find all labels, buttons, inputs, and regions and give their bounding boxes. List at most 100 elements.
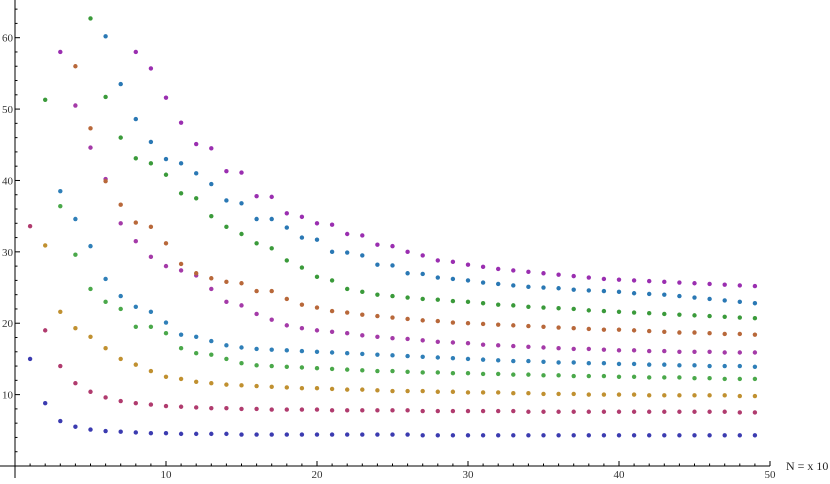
data-point-series-7 [631,328,637,333]
data-point-series-10 [148,66,154,71]
data-point-series-3 [284,385,289,390]
data-point-series-7 [586,326,591,332]
data-point-series-9 [601,288,607,294]
data-point-series-10 [601,276,607,282]
data-point-series-1 [571,433,576,438]
data-point-series-3 [586,392,591,397]
data-point-series-10 [133,49,138,55]
data-point-series-3 [329,386,335,392]
data-point-series-4 [601,373,607,379]
data-point-series-1 [616,433,622,438]
data-point-series-6 [737,350,742,355]
data-point-series-10 [616,277,622,282]
data-point-series-4 [480,371,486,377]
data-point-series-6 [269,317,274,322]
data-point-series-9 [299,235,305,240]
data-point-series-10 [405,249,410,255]
data-point-series-1 [707,433,712,438]
data-point-series-8 [224,224,229,230]
data-point-series-8 [450,298,456,304]
data-point-series-9 [752,301,758,306]
data-point-series-1 [752,433,758,438]
data-point-series-1 [631,433,637,438]
data-point-series-1 [224,431,229,437]
x-tick-label: 10 [161,469,173,481]
data-point-series-5 [239,345,244,350]
data-point-series-9 [465,278,471,283]
data-point-series-8 [647,311,652,316]
data-point-series-2 [480,408,486,414]
data-point-series-4 [58,203,63,209]
data-point-series-9 [254,216,259,222]
data-point-series-3 [73,326,78,331]
data-point-series-8 [269,246,274,251]
data-point-series-5 [465,356,471,362]
data-point-series-7 [571,326,576,331]
data-point-series-5 [571,360,576,365]
data-point-series-8 [194,196,199,201]
data-point-series-8 [511,303,516,308]
data-point-series-1 [405,432,410,437]
data-point-series-8 [329,278,335,283]
data-point-series-4 [571,373,576,379]
data-point-series-9 [480,280,486,285]
data-point-series-9 [405,271,410,276]
data-point-series-1 [73,424,78,429]
data-point-series-6 [254,311,259,317]
data-point-series-4 [662,375,667,380]
data-point-series-9 [390,263,395,268]
data-point-series-3 [345,387,350,392]
data-point-series-1 [103,428,108,434]
data-point-series-3 [148,368,154,374]
data-point-series-8 [435,297,440,302]
data-point-series-10 [480,264,486,270]
data-point-series-4 [314,366,320,371]
data-point-series-6 [586,346,591,352]
data-point-series-3 [163,374,169,379]
data-point-series-10 [390,243,395,249]
data-point-series-6 [118,221,123,226]
data-point-series-8 [496,302,501,307]
data-point-series-2 [58,363,63,369]
data-point-series-9 [541,285,546,290]
data-point-series-3 [239,383,244,388]
data-point-series-6 [88,145,93,150]
data-point-series-2 [496,408,501,414]
data-point-series-6 [677,349,682,354]
data-point-series-2 [707,409,712,414]
x-tick-label: 50 [765,469,777,481]
x-tick-label: 30 [463,469,475,481]
data-point-series-1 [299,432,305,437]
data-point-series-5 [480,357,486,362]
y-tick-label: 40 [2,175,14,187]
data-point-series-2 [209,405,214,411]
data-point-series-7 [239,281,244,286]
data-point-series-2 [73,380,78,386]
data-point-series-5 [435,355,440,360]
data-point-series-9 [345,250,350,255]
data-point-series-2 [194,405,199,410]
data-point-series-10 [360,233,365,238]
data-point-series-8 [163,172,169,177]
data-point-series-5 [541,359,546,364]
data-point-series-8 [737,315,742,320]
data-point-series-4 [224,356,229,362]
data-point-series-7 [209,276,214,281]
data-point-series-1 [27,356,33,362]
data-point-series-3 [480,390,486,395]
data-point-series-10 [194,141,199,147]
data-point-series-6 [631,348,637,353]
data-point-series-2 [314,407,320,412]
data-point-series-3 [662,393,667,398]
data-point-series-2 [390,408,395,413]
data-point-series-7 [450,320,456,325]
data-point-series-4 [375,368,380,374]
y-tick-label: 50 [2,104,14,116]
data-point-series-9 [496,281,501,287]
data-point-series-7 [88,126,93,131]
data-point-series-6 [314,328,320,333]
data-point-series-8 [556,306,561,311]
data-point-series-10 [556,272,561,277]
data-point-series-1 [662,433,667,438]
data-point-series-9 [511,283,516,288]
